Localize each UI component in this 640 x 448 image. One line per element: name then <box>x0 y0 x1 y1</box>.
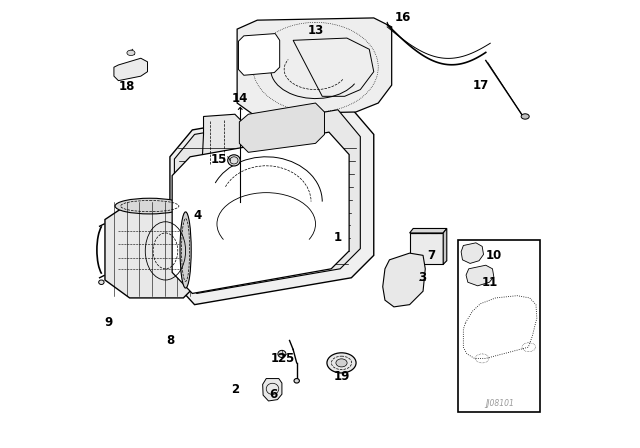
Text: 15: 15 <box>211 152 227 166</box>
Polygon shape <box>192 114 244 222</box>
Polygon shape <box>114 58 148 81</box>
Text: 9: 9 <box>104 316 113 329</box>
Ellipse shape <box>99 280 104 284</box>
Polygon shape <box>383 253 425 307</box>
Ellipse shape <box>127 50 135 56</box>
Ellipse shape <box>180 212 191 288</box>
Polygon shape <box>410 228 447 233</box>
Text: 1: 1 <box>333 231 342 244</box>
Polygon shape <box>170 103 374 305</box>
Text: 19: 19 <box>333 370 349 383</box>
Text: 10: 10 <box>486 249 502 262</box>
Ellipse shape <box>336 359 347 367</box>
Text: 13: 13 <box>307 24 324 37</box>
Ellipse shape <box>294 379 300 383</box>
Polygon shape <box>172 132 349 293</box>
Polygon shape <box>443 228 447 264</box>
Polygon shape <box>174 110 360 293</box>
Polygon shape <box>186 202 217 289</box>
Ellipse shape <box>327 353 356 373</box>
Polygon shape <box>239 103 324 152</box>
Text: 7: 7 <box>428 249 436 262</box>
Polygon shape <box>239 34 280 75</box>
Text: 12: 12 <box>271 352 287 365</box>
Text: 17: 17 <box>472 78 488 92</box>
Polygon shape <box>461 243 484 263</box>
Polygon shape <box>410 233 443 264</box>
Text: 18: 18 <box>118 79 134 93</box>
Polygon shape <box>466 265 494 286</box>
Text: 6: 6 <box>269 388 277 401</box>
Text: 11: 11 <box>481 276 497 289</box>
Text: 8: 8 <box>166 334 174 347</box>
Text: 14: 14 <box>232 92 248 105</box>
Text: 2: 2 <box>231 383 239 396</box>
Text: 5: 5 <box>285 352 294 365</box>
Text: 3: 3 <box>419 271 427 284</box>
Ellipse shape <box>278 350 286 358</box>
Text: JJ08101: JJ08101 <box>484 399 514 408</box>
Text: 16: 16 <box>395 11 411 25</box>
Polygon shape <box>262 379 282 401</box>
Ellipse shape <box>115 198 184 214</box>
Text: 4: 4 <box>193 208 202 222</box>
Polygon shape <box>237 18 392 114</box>
Ellipse shape <box>228 155 240 166</box>
Polygon shape <box>458 240 540 412</box>
Ellipse shape <box>521 114 529 119</box>
Polygon shape <box>105 202 195 298</box>
